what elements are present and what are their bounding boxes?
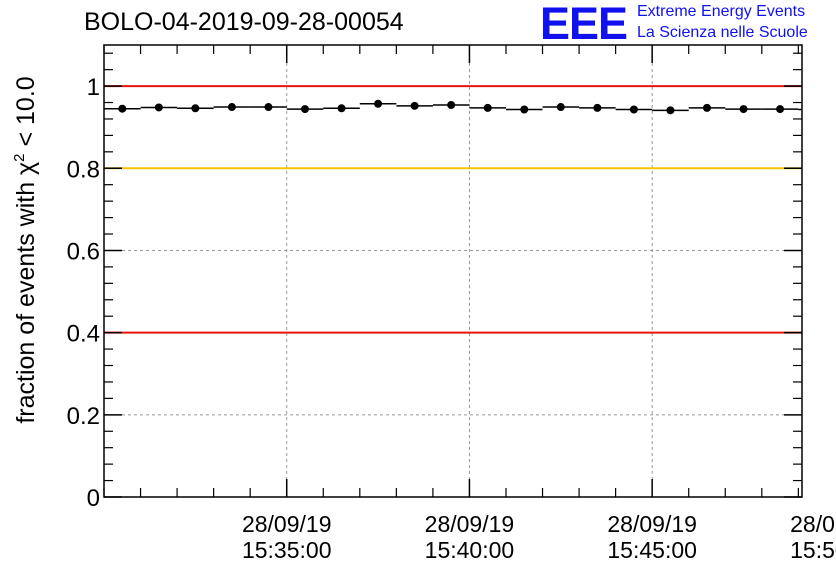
data-point [483,103,492,112]
x-tick-time-label: 15:40:00 [425,537,515,563]
x-tick-time-label: 15:50:00 [790,537,836,563]
data-point [374,99,383,108]
data-point [410,101,419,110]
data-point [154,103,163,112]
eee-logo-mark: EEE [540,0,628,49]
y-axis-title: fraction of events with χ2 < 10.0 [11,76,40,423]
y-tick-label: 0.2 [67,403,100,430]
data-point [739,105,748,114]
y-axis-title-main: fraction of events with χ [12,162,40,424]
y-axis-title-superscript: 2 [11,153,28,161]
data-point [629,105,638,114]
data-point [191,104,200,113]
y-axis-title-tail: < 10.0 [12,76,40,153]
data-point [702,103,711,112]
y-tick-label: 0 [87,485,100,512]
logo-line-extreme-energy-events: Extreme Energy Events [637,3,806,20]
data-point [337,104,346,113]
x-tick-date-label: 28/09/19 [425,511,515,537]
reference-lines [104,85,802,334]
x-tick-date-label: 28/09/19 [607,511,697,537]
data-point [520,105,529,114]
data-point [776,105,785,114]
axis-ticks [103,45,802,498]
data-point [666,106,675,115]
y-tick-label: 0.6 [67,238,100,265]
data-point [593,103,602,112]
x-tick-time-label: 15:45:00 [607,537,697,563]
x-tick-time-label: 15:35:00 [242,537,332,563]
data-point [264,103,273,112]
y-tick-label: 1 [87,74,100,101]
data-point [300,105,309,114]
data-point [118,104,127,113]
y-tick-label: 0.4 [67,321,100,348]
x-tick-date-label: 28/09/19 [790,511,836,537]
logo-line-scienza-scuole: La Scienza nelle Scuole [637,24,808,41]
data-point [227,103,236,112]
axis-labels: 00.20.40.60.8128/09/1915:35:0028/09/1915… [67,74,836,563]
data-point [447,100,456,109]
grid-layer [104,45,802,497]
data-point [556,103,565,112]
plot-frame [103,44,803,498]
y-tick-label: 0.8 [67,156,100,183]
data-series [104,99,802,115]
chart-title: BOLO-04-2019-09-28-00054 [84,8,404,36]
x-tick-date-label: 28/09/19 [242,511,332,537]
